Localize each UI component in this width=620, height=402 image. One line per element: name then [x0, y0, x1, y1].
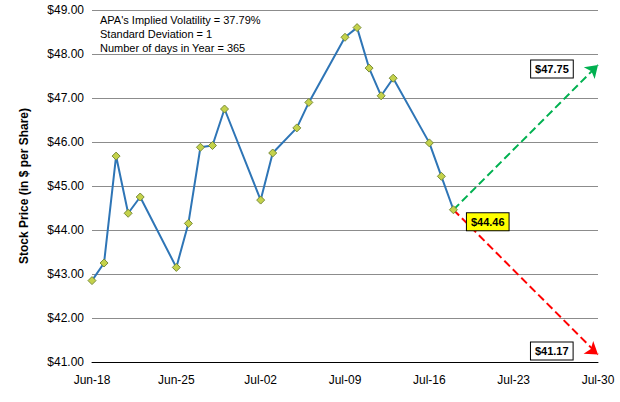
- svg-text:Jul-30: Jul-30: [582, 373, 615, 387]
- svg-text:$47.75: $47.75: [535, 63, 569, 75]
- svg-text:Number of days in Year = 365: Number of days in Year = 365: [100, 42, 245, 54]
- svg-text:APA's Implied Volatility = 37.: APA's Implied Volatility = 37.79%: [100, 14, 261, 26]
- svg-text:$47.00: $47.00: [47, 91, 84, 105]
- svg-text:Jun-25: Jun-25: [158, 373, 195, 387]
- svg-text:$42.00: $42.00: [47, 311, 84, 325]
- svg-text:$44.46: $44.46: [471, 216, 505, 228]
- svg-text:$44.00: $44.00: [47, 223, 84, 237]
- svg-text:Standard Deviation = 1: Standard Deviation = 1: [100, 28, 212, 40]
- svg-text:$43.00: $43.00: [47, 267, 84, 281]
- svg-text:Jul-09: Jul-09: [329, 373, 362, 387]
- svg-text:$48.00: $48.00: [47, 47, 84, 61]
- svg-text:$45.00: $45.00: [47, 179, 84, 193]
- svg-text:Jul-16: Jul-16: [413, 373, 446, 387]
- svg-text:Jul-02: Jul-02: [244, 373, 277, 387]
- svg-text:$49.00: $49.00: [47, 3, 84, 17]
- svg-text:$41.00: $41.00: [47, 355, 84, 369]
- svg-text:Stock Price (in $ per Share): Stock Price (in $ per Share): [17, 108, 31, 264]
- svg-text:$46.00: $46.00: [47, 135, 84, 149]
- svg-text:Jun-18: Jun-18: [74, 373, 111, 387]
- svg-text:Jul-23: Jul-23: [497, 373, 530, 387]
- svg-text:$41.17: $41.17: [535, 345, 569, 357]
